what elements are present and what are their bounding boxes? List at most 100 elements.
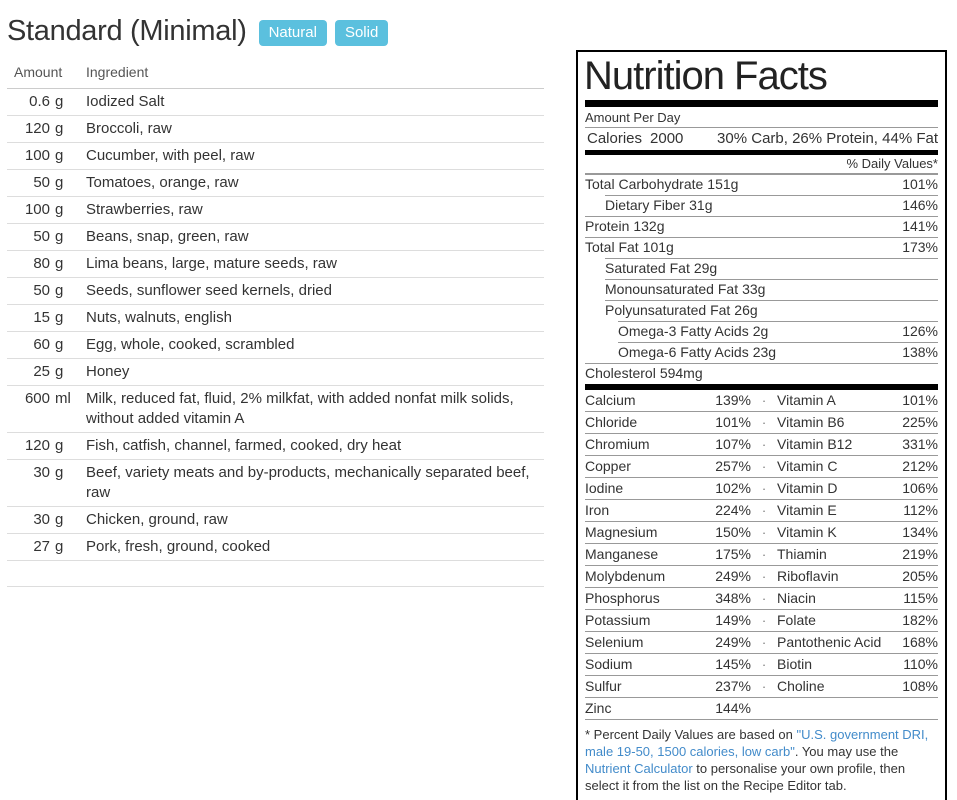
mineral-daily-value: 144% xyxy=(715,700,751,716)
ingredient-row[interactable]: 30 g Beef, variety meats and by-products… xyxy=(7,460,544,507)
ingredient-row[interactable]: 120 g Broccoli, raw xyxy=(7,116,544,143)
footnote-text: to personalise your own profile, then se… xyxy=(585,761,906,793)
mineral-name: Magnesium xyxy=(585,524,658,540)
nutrient: Omega-3 Fatty Acids 2g xyxy=(618,323,768,340)
micronutrient-row: Sulfur 237% · Choline 108% xyxy=(585,676,938,698)
ingredient-row[interactable]: 600 ml Milk, reduced fat, fluid, 2% milk… xyxy=(7,386,544,433)
bullet-separator: · xyxy=(761,569,767,584)
amount-value: 25 xyxy=(33,363,50,380)
mineral-name: Phosphorus xyxy=(585,590,660,606)
amount-value: 27 xyxy=(33,538,50,555)
nutrient-row: Polyunsaturated Fat 26g xyxy=(605,300,938,321)
ingredient-row[interactable]: 50 g Seeds, sunflower seed kernels, drie… xyxy=(7,278,544,305)
ingredient-row[interactable]: 100 g Strawberries, raw xyxy=(7,197,544,224)
vitamin-daily-value: 106% xyxy=(902,480,938,496)
bullet-separator: · xyxy=(761,613,767,628)
tag-badge[interactable]: Solid xyxy=(334,20,389,46)
amount-value: 100 xyxy=(24,201,50,218)
nutrient: Omega-6 Fatty Acids 23g xyxy=(618,344,776,361)
ingredient-row[interactable]: 27 g Pork, fresh, ground, cooked xyxy=(7,534,544,561)
dri-profile-link[interactable]: "U.S. government DRI, male 19-50, 1500 c… xyxy=(585,727,929,759)
nutrient-name: Omega-6 Fatty Acids xyxy=(618,344,749,360)
ingredient-row[interactable]: 25 g Honey xyxy=(7,359,544,386)
ingredient-row[interactable]: 80 g Lima beans, large, mature seeds, ra… xyxy=(7,251,544,278)
nutrient-name: Dietary Fiber xyxy=(605,197,686,213)
ingredient-name: Honey xyxy=(86,363,130,380)
mineral-name: Iron xyxy=(585,502,610,518)
micronutrient-row: Molybdenum 249% · Riboflavin 205% xyxy=(585,566,938,588)
mineral-daily-value: 149% xyxy=(715,612,751,628)
nutrient-row: Monounsaturated Fat 33g xyxy=(605,279,938,300)
ingredient-row[interactable]: 15 g Nuts, walnuts, english xyxy=(7,305,544,332)
nutrient-name: Omega-3 Fatty Acids xyxy=(618,323,749,339)
ingredient-amount: 0.6 g xyxy=(7,92,78,112)
nutrient: Total Carbohydrate 151g xyxy=(585,176,738,193)
nutrient-amount: 132g xyxy=(633,218,665,234)
bullet-separator: · xyxy=(761,547,767,562)
ingredient-name: Broccoli, raw xyxy=(86,120,172,137)
mineral-daily-value: 224% xyxy=(715,502,751,518)
mineral-daily-value: 348% xyxy=(715,590,751,606)
ingredient-row[interactable]: 120 g Fish, catfish, channel, farmed, co… xyxy=(7,433,544,460)
tag-badge[interactable]: Natural xyxy=(258,20,327,46)
micronutrient-row: Chromium 107% · Vitamin B12 331% xyxy=(585,434,938,456)
vitamin-name: Thiamin xyxy=(777,546,827,562)
amount-unit: g xyxy=(55,282,64,299)
nutrient-name: Protein xyxy=(585,218,630,234)
vitamin-name: Vitamin B6 xyxy=(777,414,845,430)
ingredient-amount: 100 g xyxy=(7,146,78,166)
ingredient-row[interactable] xyxy=(7,561,544,587)
ingredient-row[interactable]: 30 g Chicken, ground, raw xyxy=(7,507,544,534)
ingredient-amount: 50 g xyxy=(7,281,78,301)
vitamin-daily-value: 168% xyxy=(902,634,938,650)
amount-per-day-label: Amount Per Day xyxy=(585,107,938,128)
amount-value: 50 xyxy=(33,228,50,245)
ingredient-name: Tomatoes, orange, raw xyxy=(86,174,239,191)
nutrient-amount: 101g xyxy=(642,239,674,255)
footnote-text: . You may use the xyxy=(794,744,899,759)
ingredient-row[interactable]: 60 g Egg, whole, cooked, scrambled xyxy=(7,332,544,359)
vitamin-name: Vitamin A xyxy=(777,392,836,408)
amount-unit: g xyxy=(55,120,64,137)
amount-unit: g xyxy=(55,255,64,272)
ingredient-amount: 30 g xyxy=(7,510,78,530)
mineral-name: Sodium xyxy=(585,656,633,672)
calories-row: Calories 2000 30% Carb, 26% Protein, 44% … xyxy=(585,128,938,150)
mineral-name: Zinc xyxy=(585,700,612,716)
ingredient-name: Strawberries, raw xyxy=(86,201,203,218)
mineral-daily-value: 249% xyxy=(715,634,751,650)
ingredient-name: Milk, reduced fat, fluid, 2% milkfat, wi… xyxy=(86,390,514,427)
nutrient-row: Omega-6 Fatty Acids 23g 138% xyxy=(618,342,938,363)
nutrient-amount: 29g xyxy=(693,260,718,276)
ingredient-amount: 50 g xyxy=(7,173,78,193)
nutrient-amount: 33g xyxy=(742,281,766,297)
vitamin-name: Vitamin C xyxy=(777,458,838,474)
bullet-separator: · xyxy=(761,525,767,540)
nutrient: Dietary Fiber 31g xyxy=(605,197,713,214)
ingredient-row[interactable]: 0.6 g Iodized Salt xyxy=(7,89,544,116)
amount-unit: g xyxy=(55,201,64,218)
vitamin-daily-value: 225% xyxy=(902,414,938,430)
amount-unit: g xyxy=(55,93,64,110)
ingredient-name: Iodized Salt xyxy=(86,93,165,110)
nutrient-calculator-link[interactable]: Nutrient Calculator xyxy=(585,761,693,776)
amount-value: 50 xyxy=(33,174,50,191)
ingredient-rows: 0.6 g Iodized Salt 120 g Broccoli, raw xyxy=(7,89,544,587)
ingredient-row[interactable]: 50 g Beans, snap, green, raw xyxy=(7,224,544,251)
ingredient-row[interactable]: 50 g Tomatoes, orange, raw xyxy=(7,170,544,197)
ingredient-row[interactable]: 100 g Cucumber, with peel, raw xyxy=(7,143,544,170)
vitamin-daily-value: 101% xyxy=(902,392,938,408)
amount-value: 0.6 xyxy=(29,93,50,110)
ingredient-name: Beans, snap, green, raw xyxy=(86,228,249,245)
amount-value xyxy=(7,564,50,583)
bullet-separator: · xyxy=(761,591,767,606)
nutrient: Cholesterol 594mg xyxy=(585,365,703,382)
calories: Calories 2000 xyxy=(587,130,683,147)
nutrient-name: Polyunsaturated Fat xyxy=(605,302,731,318)
mineral-name: Sulfur xyxy=(585,678,622,694)
vitamin-name: Vitamin B12 xyxy=(777,436,853,452)
mineral-name: Iodine xyxy=(585,480,624,496)
amount-value: 50 xyxy=(33,282,50,299)
amount-column-header: Amount xyxy=(14,64,63,80)
nutrient-row: Saturated Fat 29g xyxy=(605,258,938,279)
